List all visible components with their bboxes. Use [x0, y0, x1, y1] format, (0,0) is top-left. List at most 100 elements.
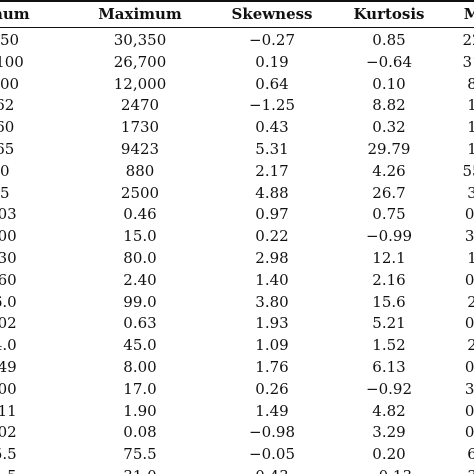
- minimum-cell: 0.02: [0, 423, 17, 442]
- minimum-cell: 0.49: [0, 358, 17, 376]
- m-cell: 55: [462, 161, 474, 180]
- minimum-cell: 5700: [0, 74, 20, 93]
- skewness-cell: −1.25: [249, 96, 295, 115]
- m-cell: 1: [467, 118, 474, 137]
- m-cell: 8: [467, 74, 474, 93]
- table-row: 65 2500 4.88 26.7 3: [0, 182, 474, 204]
- skewness-cell: 0.19: [255, 52, 289, 71]
- minimum-cell: 14.0: [0, 336, 17, 355]
- header-kurtosis: Kurtosis: [353, 5, 425, 23]
- m-cell: 2: [467, 292, 474, 311]
- kurtosis-cell: 2.16: [372, 270, 406, 289]
- maximum-cell: 0.63: [123, 314, 157, 333]
- m-cell: 0.: [464, 358, 474, 376]
- maximum-cell: 9423: [120, 140, 160, 158]
- skewness-cell: 5.31: [255, 140, 289, 158]
- maximum-cell: 12,000: [113, 74, 167, 93]
- kurtosis-cell: 4.82: [372, 401, 406, 420]
- skewness-cell: −0.05: [249, 445, 295, 464]
- minimum-cell: 4.00: [0, 379, 17, 398]
- kurtosis-cell: 8.82: [372, 96, 406, 115]
- maximum-cell: 0.46: [123, 205, 157, 224]
- skewness-cell: 4.88: [255, 183, 289, 202]
- minimum-cell: 265: [0, 140, 15, 158]
- skewness-cell: 1.76: [255, 358, 289, 376]
- top-rule: [0, 0, 474, 2]
- m-cell: 6: [467, 445, 474, 464]
- m-cell: 0.: [464, 423, 474, 442]
- kurtosis-cell: −0.13: [329, 465, 449, 474]
- minimum-cell: 0.02: [0, 314, 17, 333]
- minimum-cell: 860: [0, 118, 15, 137]
- maximum-cell: 99.0: [123, 292, 157, 311]
- kurtosis-cell: 0.85: [372, 31, 406, 49]
- kurtosis-cell: 0.20: [372, 445, 406, 464]
- table-row: 162 2470 −1.25 8.82 1: [0, 94, 474, 116]
- table-row: 15.5 75.5 −0.05 0.20 6: [0, 443, 474, 465]
- maximum-cell: 1730: [120, 118, 160, 137]
- minimum-cell: 16.0: [0, 292, 17, 311]
- header-minimum: nimum: [0, 5, 30, 23]
- minimum-cell: 0.03: [0, 205, 17, 224]
- header-m: M: [463, 5, 474, 23]
- header-row: nimum Maximum Skewness Kurtosis M: [0, 3, 474, 25]
- skewness-cell: 0.43: [212, 465, 332, 474]
- kurtosis-cell: 0.32: [372, 118, 406, 137]
- minimum-cell: 6.30: [0, 249, 17, 267]
- header-maximum: Maximum: [98, 5, 182, 23]
- m-cell: 3.: [464, 379, 474, 398]
- maximum-cell: 0.08: [123, 423, 157, 442]
- maximum-cell: 80.0: [123, 249, 157, 267]
- skewness-cell: 0.97: [255, 205, 289, 224]
- m-cell: 1: [467, 249, 474, 267]
- kurtosis-cell: 12.1: [372, 249, 406, 267]
- kurtosis-cell: 1.52: [372, 336, 406, 355]
- m-cell: 3: [467, 183, 474, 202]
- kurtosis-cell: 3.29: [372, 423, 406, 442]
- table-row: 860 1730 0.43 0.32 1: [0, 116, 474, 138]
- header-rule: [0, 27, 474, 28]
- maximum-cell: 30,350: [113, 31, 167, 49]
- m-cell: 3: [412, 465, 474, 474]
- minimum-cell: 9850: [0, 31, 20, 49]
- m-cell: 22: [462, 31, 474, 49]
- table-row: 9850 30,350 −0.27 0.85 22: [0, 29, 474, 51]
- minimum-cell: 0.11: [0, 401, 17, 420]
- skewness-cell: 2.98: [255, 249, 289, 267]
- m-cell: 2: [467, 336, 474, 355]
- table-row: 0.11 1.90 1.49 4.82 0.: [0, 400, 474, 422]
- maximum-cell: 2.40: [123, 270, 157, 289]
- kurtosis-cell: −0.99: [366, 227, 412, 246]
- maximum-cell: 75.5: [123, 445, 157, 464]
- table-row: 5700 12,000 0.64 0.10 8: [0, 73, 474, 95]
- skewness-cell: 2.17: [255, 161, 289, 180]
- m-cell: 0.: [464, 270, 474, 289]
- kurtosis-cell: 15.6: [372, 292, 406, 311]
- maximum-cell: 45.0: [123, 336, 157, 355]
- table-row: 16.0 99.0 3.80 15.6 2: [0, 291, 474, 313]
- minimum-cell: 162: [0, 96, 15, 115]
- minimum-cell: 65: [0, 183, 10, 202]
- maximum-cell: 1.90: [123, 401, 157, 420]
- kurtosis-cell: 4.26: [372, 161, 406, 180]
- m-cell: 0.: [464, 401, 474, 420]
- minimum-cell: 14.5: [0, 465, 60, 474]
- kurtosis-cell: −0.64: [366, 52, 412, 71]
- skewness-cell: 0.64: [255, 74, 289, 93]
- table-row: 14.5 31.0 0.43−0.133: [0, 465, 474, 474]
- skewness-cell: −0.98: [249, 423, 295, 442]
- table-row: 265 9423 5.31 29.79 1: [0, 138, 474, 160]
- maximum-cell: 2500: [120, 183, 160, 202]
- minimum-cell: 0.60: [0, 270, 17, 289]
- m-cell: 1: [467, 96, 474, 115]
- maximum-cell: 8.00: [123, 358, 157, 376]
- table-row: 0.02 0.08 −0.98 3.29 0.: [0, 421, 474, 443]
- table-row: 6.30 80.0 2.98 12.1 1: [0, 247, 474, 269]
- skewness-cell: 1.40: [255, 270, 289, 289]
- kurtosis-cell: 0.75: [372, 205, 406, 224]
- kurtosis-cell: 26.7: [372, 183, 406, 202]
- m-cell: 0.: [464, 314, 474, 333]
- skewness-cell: −0.27: [249, 31, 295, 49]
- m-cell: 31: [462, 52, 474, 71]
